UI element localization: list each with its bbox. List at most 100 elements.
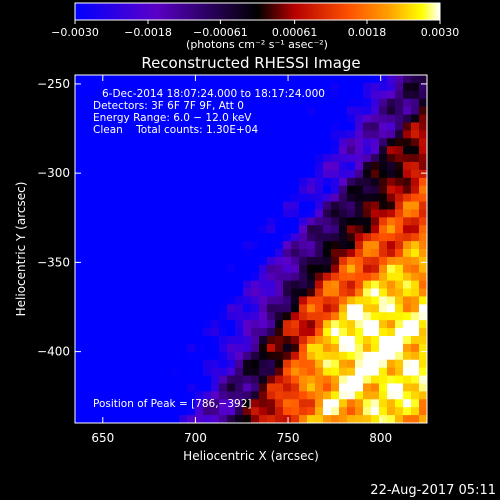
heatmap-cell — [347, 193, 356, 203]
heatmap-cell — [227, 90, 236, 100]
heatmap-cell — [75, 320, 84, 329]
heatmap-cell — [387, 320, 396, 329]
heatmap-cell — [371, 241, 380, 250]
heatmap-cell — [275, 177, 284, 187]
heatmap-cell — [155, 343, 164, 353]
heatmap-cell — [171, 359, 180, 369]
heatmap-cell — [331, 130, 340, 139]
heatmap-cell — [211, 193, 220, 203]
heatmap-cell — [235, 320, 244, 329]
heatmap-cell — [395, 343, 404, 353]
heatmap-cell — [115, 256, 124, 266]
heatmap-cell — [307, 185, 316, 195]
heatmap-cell — [75, 256, 84, 266]
heatmap-cell — [331, 383, 340, 392]
heatmap-cell — [315, 351, 324, 361]
heatmap-cell — [419, 367, 427, 377]
heatmap-cell — [395, 185, 404, 195]
heatmap-cell — [107, 169, 116, 179]
heatmap-cell — [307, 288, 316, 298]
heatmap-cell — [147, 264, 156, 274]
heatmap-cell — [419, 359, 427, 369]
heatmap-cell — [235, 375, 244, 385]
heatmap-cell — [291, 320, 300, 329]
heatmap-cell — [259, 225, 268, 234]
heatmap-cell — [395, 209, 404, 218]
heatmap-cell — [115, 367, 124, 377]
heatmap-cell — [379, 280, 388, 290]
heatmap-cell — [259, 375, 268, 385]
heatmap-cell — [99, 249, 108, 258]
heatmap-cell — [315, 359, 324, 369]
heatmap-cell — [235, 336, 244, 345]
heatmap-cell — [243, 407, 252, 416]
heatmap-cell — [307, 75, 316, 84]
heatmap-cell — [387, 185, 396, 195]
heatmap-cell — [139, 320, 148, 329]
heatmap-cell — [91, 225, 100, 234]
heatmap-cell — [131, 122, 140, 131]
heatmap-cell — [243, 343, 252, 353]
heatmap-cell — [379, 407, 388, 416]
heatmap-cell — [147, 351, 156, 361]
heatmap-cell — [139, 304, 148, 313]
heatmap-cell — [211, 225, 220, 234]
heatmap-cell — [371, 328, 380, 337]
heatmap-cell — [139, 138, 148, 147]
heatmap-cell — [163, 399, 172, 408]
heatmap-cell — [363, 122, 372, 131]
heatmap-cell — [339, 280, 348, 290]
heatmap-cell — [91, 288, 100, 298]
heatmap-cell — [187, 367, 196, 377]
heatmap-cell — [411, 280, 420, 290]
heatmap-cell — [387, 272, 396, 282]
heatmap-cell — [251, 122, 260, 131]
heatmap-cell — [211, 351, 220, 361]
heatmap-cell — [99, 336, 108, 345]
heatmap-cell — [363, 280, 372, 290]
heatmap-cell — [379, 169, 388, 179]
heatmap-cell — [395, 264, 404, 274]
heatmap-cell — [163, 264, 172, 274]
heatmap-cell — [315, 162, 324, 171]
heatmap-cell — [259, 383, 268, 392]
heatmap-cell — [307, 367, 316, 377]
heatmap-cell — [219, 233, 228, 242]
heatmap-cell — [275, 288, 284, 298]
heatmap-cell — [195, 272, 204, 282]
heatmap-cell — [179, 154, 188, 163]
heatmap-cell — [115, 280, 124, 290]
heatmap-cell — [211, 209, 220, 218]
heatmap-cell — [395, 399, 404, 408]
heatmap-cell — [83, 249, 92, 258]
heatmap-cell — [387, 391, 396, 400]
heatmap-cell — [419, 185, 427, 195]
heatmap-cell — [339, 367, 348, 377]
heatmap-cell — [99, 312, 108, 321]
heatmap-cell — [259, 304, 268, 313]
heatmap-cell — [355, 343, 364, 353]
heatmap-cell — [331, 272, 340, 282]
heatmap-cell — [123, 264, 132, 274]
heatmap-cell — [275, 320, 284, 329]
heatmap-cell — [267, 146, 276, 155]
heatmap-cell — [267, 225, 276, 234]
heatmap-cell — [107, 391, 116, 400]
heatmap-cell — [155, 256, 164, 266]
heatmap-cell — [411, 162, 420, 171]
heatmap-cell — [411, 177, 420, 187]
heatmap-cell — [347, 359, 356, 369]
heatmap-cell — [411, 312, 420, 321]
heatmap-cell — [283, 296, 292, 305]
heatmap-cell — [219, 106, 228, 116]
heatmap-cell — [291, 343, 300, 353]
heatmap-cell — [219, 209, 228, 218]
heatmap-cell — [75, 312, 84, 321]
heatmap-cell — [403, 256, 412, 266]
heatmap-cell — [371, 75, 380, 84]
heatmap-cell — [379, 359, 388, 369]
heatmap-cell — [251, 138, 260, 147]
heatmap-cell — [363, 90, 372, 100]
heatmap-cell — [291, 249, 300, 258]
heatmap-cell — [83, 225, 92, 234]
